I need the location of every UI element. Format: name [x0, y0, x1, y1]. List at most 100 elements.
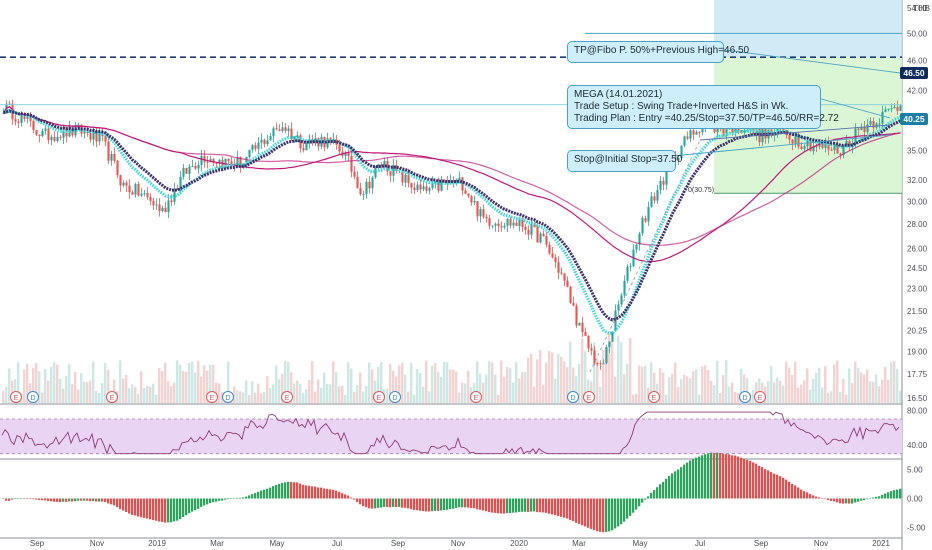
volume-bar [788, 367, 791, 403]
dividend-event-marker[interactable]: D [567, 391, 579, 403]
macd-bar [77, 498, 80, 501]
volume-bar [665, 394, 668, 403]
volume-bar [398, 365, 401, 403]
earnings-event-marker[interactable]: E [470, 391, 482, 403]
trend-drawings [0, 47, 902, 373]
volume-bar [560, 356, 563, 403]
volume-bar [227, 361, 230, 403]
target-price-tag: 46.50 [900, 67, 928, 79]
volume-bar [386, 388, 389, 403]
macd-bar [383, 498, 386, 507]
macd-bar [689, 460, 692, 499]
candle-body [374, 167, 377, 178]
volume-bar [779, 380, 782, 403]
event-circle [470, 391, 482, 403]
candle-body [692, 130, 695, 135]
earnings-event-marker[interactable]: E [206, 391, 218, 403]
volume-bar [128, 387, 131, 403]
volume-bar [392, 370, 395, 403]
candle-body [797, 136, 800, 147]
candle-body [665, 165, 668, 185]
candle-body [611, 331, 614, 342]
last-price-tag: 40.25 [900, 113, 928, 125]
moving-averages [2, 105, 902, 336]
macd-bar [704, 454, 707, 499]
volume-bar [830, 391, 833, 403]
candle-body [296, 135, 299, 137]
candle-body [479, 209, 482, 217]
earnings-event-marker[interactable]: E [648, 391, 660, 403]
candle-body [833, 144, 836, 151]
trade-plan-callout[interactable]: MEGA (14.01.2021) Trade Setup : Swing Tr… [567, 85, 839, 129]
price-tick-label: 42.00 [907, 87, 928, 96]
volume-bar [638, 365, 641, 403]
volume-bar [143, 388, 146, 403]
stop-loss-callout[interactable]: Stop@Initial Stop=37.50 [567, 150, 682, 172]
macd-bar [830, 498, 833, 501]
candle-body [359, 188, 362, 195]
dividend-event-marker[interactable]: D [222, 391, 234, 403]
volume-bar [101, 383, 104, 403]
candle-body [194, 165, 197, 169]
volume-bar [848, 368, 851, 403]
candle-body [377, 164, 380, 168]
earnings-event-marker[interactable]: E [373, 391, 385, 403]
volume-bar [632, 394, 635, 403]
volume-bar [377, 366, 380, 403]
candle-body [425, 186, 428, 191]
macd-bar [857, 498, 860, 502]
macd-bar [671, 473, 674, 499]
macd-bar [500, 498, 503, 514]
candle-body [221, 159, 224, 169]
event-circle [27, 391, 39, 403]
take-profit-callout[interactable]: TP@Fibo P. 50%+Previous High=46.50 [567, 41, 749, 63]
dividend-event-marker[interactable]: D [389, 391, 401, 403]
volume-bar [107, 369, 110, 403]
macd-bar [530, 498, 533, 512]
macd-bar [164, 498, 167, 523]
volume-bar [380, 361, 383, 403]
earnings-event-marker[interactable]: E [281, 391, 293, 403]
macd-bar [701, 455, 704, 499]
candle-body [596, 363, 599, 365]
volume-bar [899, 390, 902, 403]
volume-bar [674, 362, 677, 403]
macd-bar [131, 498, 134, 515]
macd-bar [653, 490, 656, 499]
macd-bar [158, 498, 161, 522]
earnings-event-marker[interactable]: E [754, 391, 766, 403]
volume-bar [512, 382, 515, 403]
macd-bar [491, 498, 494, 513]
macd-bar [449, 498, 452, 510]
volume-bar [608, 333, 611, 403]
candle-body [587, 335, 590, 349]
volume-bar [77, 389, 80, 403]
macd-bar [539, 498, 542, 513]
macd-bar [224, 498, 227, 500]
macd-bar [725, 454, 728, 499]
volume-bar [338, 386, 341, 403]
candle-body [767, 129, 770, 139]
candle-body [164, 207, 167, 213]
macd-bar [92, 498, 95, 502]
macd-bar [647, 496, 650, 499]
earnings-event-marker[interactable]: E [583, 391, 595, 403]
earnings-event-marker[interactable]: E [106, 391, 118, 403]
macd-bar [494, 498, 497, 513]
earnings-event-marker[interactable]: E [10, 391, 22, 403]
volume-bar [269, 387, 272, 403]
candle-body [506, 219, 509, 226]
volume-bar [431, 365, 434, 403]
volume-bar [314, 391, 317, 403]
event-label: E [758, 395, 763, 402]
volume-bar [617, 335, 620, 403]
candle-body [518, 218, 521, 226]
macd-bar [98, 498, 101, 502]
volume-bar [56, 364, 59, 403]
dividend-event-marker[interactable]: D [739, 391, 751, 403]
macd-bar [821, 498, 824, 499]
macd-bar [407, 498, 410, 509]
dividend-event-marker[interactable]: D [27, 391, 39, 403]
